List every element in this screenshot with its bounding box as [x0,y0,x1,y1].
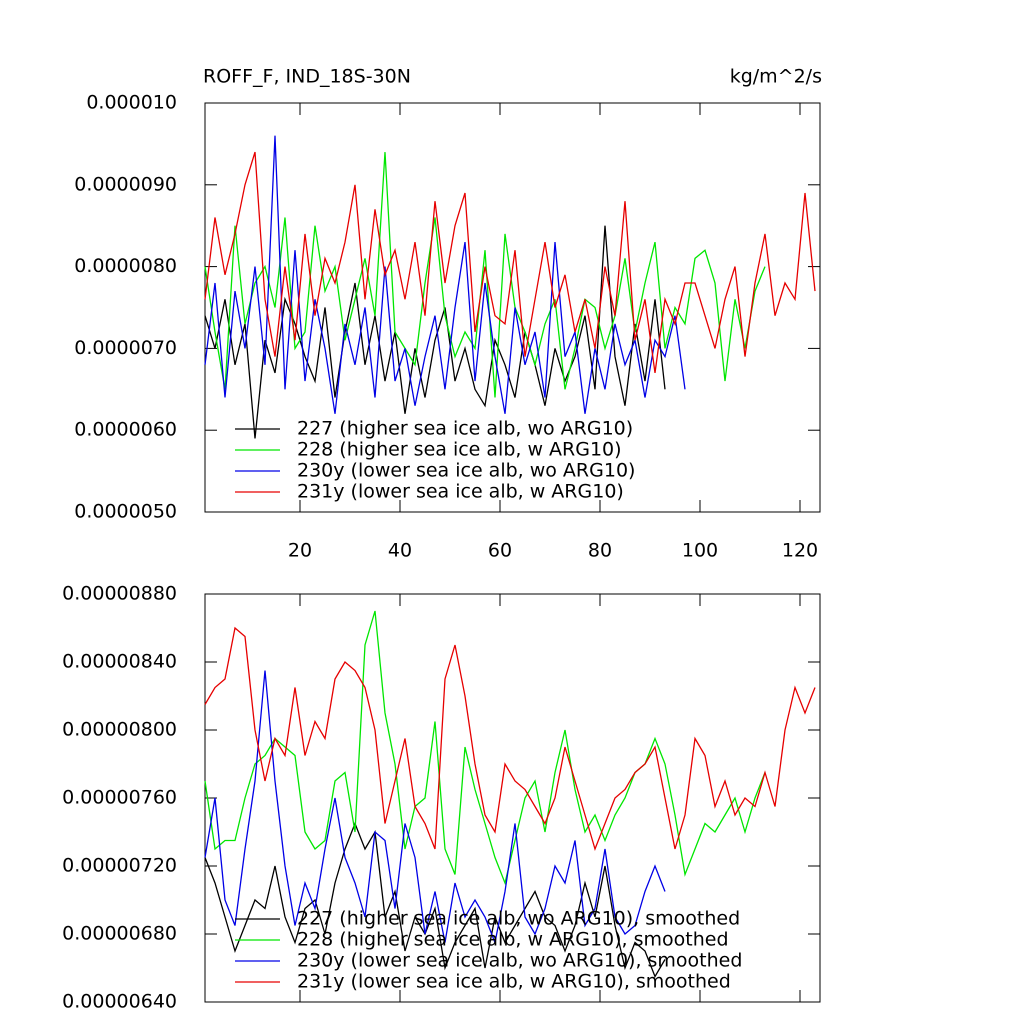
data-line [204,670,666,945]
x-tick-label: 100 [682,540,718,562]
x-tick-label: 60 [488,540,512,562]
legend-label: 231y (lower sea ice alb, w ARG10) [297,481,624,503]
y-tick-label: 0.00000760 [62,787,177,809]
data-line [204,626,816,852]
y-tick-label: 0.0000060 [74,419,177,441]
legend-label: 231y (lower sea ice alb, w ARG10), smoot… [297,971,731,993]
plot-frame [204,102,821,513]
y-tick-label: 0.00000880 [62,583,177,605]
data-line [204,610,766,886]
legend-label: 228 (higher sea ice alb, w ARG10) [297,439,622,461]
y-tick-label: 0.00000840 [62,651,177,673]
legend-label: 227 (higher sea ice alb, wo ARG10), smoo… [297,908,740,930]
data-line [204,225,666,439]
y-tick-label: 0.00000720 [62,855,177,877]
legend-label: 227 (higher sea ice alb, wo ARG10) [297,418,633,440]
x-tick-label: 120 [782,540,818,562]
legend-label: 230y (lower sea ice alb, wo ARG10), smoo… [297,950,742,972]
x-tick-label: 40 [388,540,412,562]
y-tick-label: 0.0000080 [74,255,177,277]
data-line [204,152,766,398]
y-tick-label: 0.0000090 [74,173,177,195]
legend-label: 230y (lower sea ice alb, wo ARG10) [297,460,635,482]
y-tick-label: 0.00000680 [62,923,177,945]
y-tick-label: 0.000010 [86,92,177,114]
legend-label: 228 (higher sea ice alb, w ARG10), smoot… [297,929,729,951]
data-line [204,821,666,978]
y-tick-label: 0.00000800 [62,719,177,741]
y-tick-label: 0.00000640 [62,991,177,1013]
x-tick-label: 80 [588,540,612,562]
chart-title: ROFF_F, IND_18S-30N [203,66,411,88]
units-label: kg/m^2/s [730,66,822,88]
y-tick-label: 0.0000070 [74,337,177,359]
data-line [204,135,686,414]
data-line [204,151,816,373]
y-tick-label: 0.0000050 [74,501,177,523]
x-tick-label: 20 [288,540,312,562]
